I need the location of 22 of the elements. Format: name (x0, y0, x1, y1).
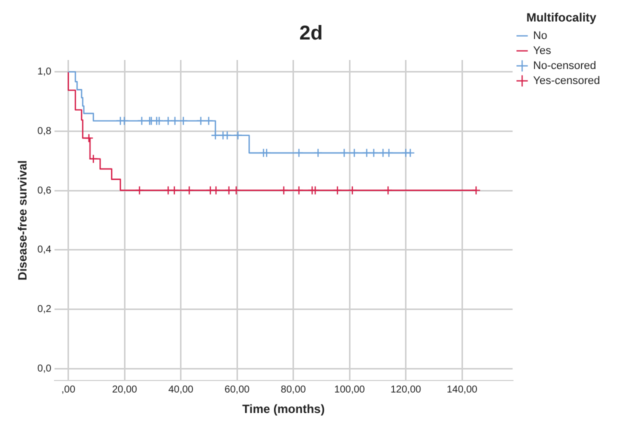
legend-title: Multifocality (526, 10, 597, 24)
chart-title: 2d (299, 22, 323, 45)
x-tick-label: 120,00 (390, 384, 422, 396)
x-tick-label: 60,00 (224, 384, 250, 396)
legend-label: Yes-censored (533, 74, 600, 87)
y-tick-label: 1,0 (37, 66, 52, 78)
y-tick-label: 0,6 (37, 185, 52, 196)
legend-label: No (533, 30, 548, 42)
x-axis-title: Time (months) (242, 402, 325, 416)
y-tick-label: 0,8 (37, 126, 52, 137)
x-tick-label: 80,00 (280, 384, 306, 396)
x-tick-label: 20,00 (112, 384, 138, 396)
legend-label: Yes (533, 44, 552, 57)
y-axis-title: Disease-free survival (16, 160, 30, 280)
y-tick-label: 0,2 (37, 304, 52, 316)
y-tick-label: 0,0 (37, 363, 52, 374)
x-tick-label: 40,00 (168, 384, 194, 396)
x-tick-label: 140,00 (446, 384, 478, 396)
x-tick-label: ,00 (61, 384, 76, 396)
y-tick-label: 0,4 (37, 244, 52, 256)
x-tick-label: 100,00 (334, 384, 366, 396)
legend-label: No-censored (533, 60, 596, 72)
